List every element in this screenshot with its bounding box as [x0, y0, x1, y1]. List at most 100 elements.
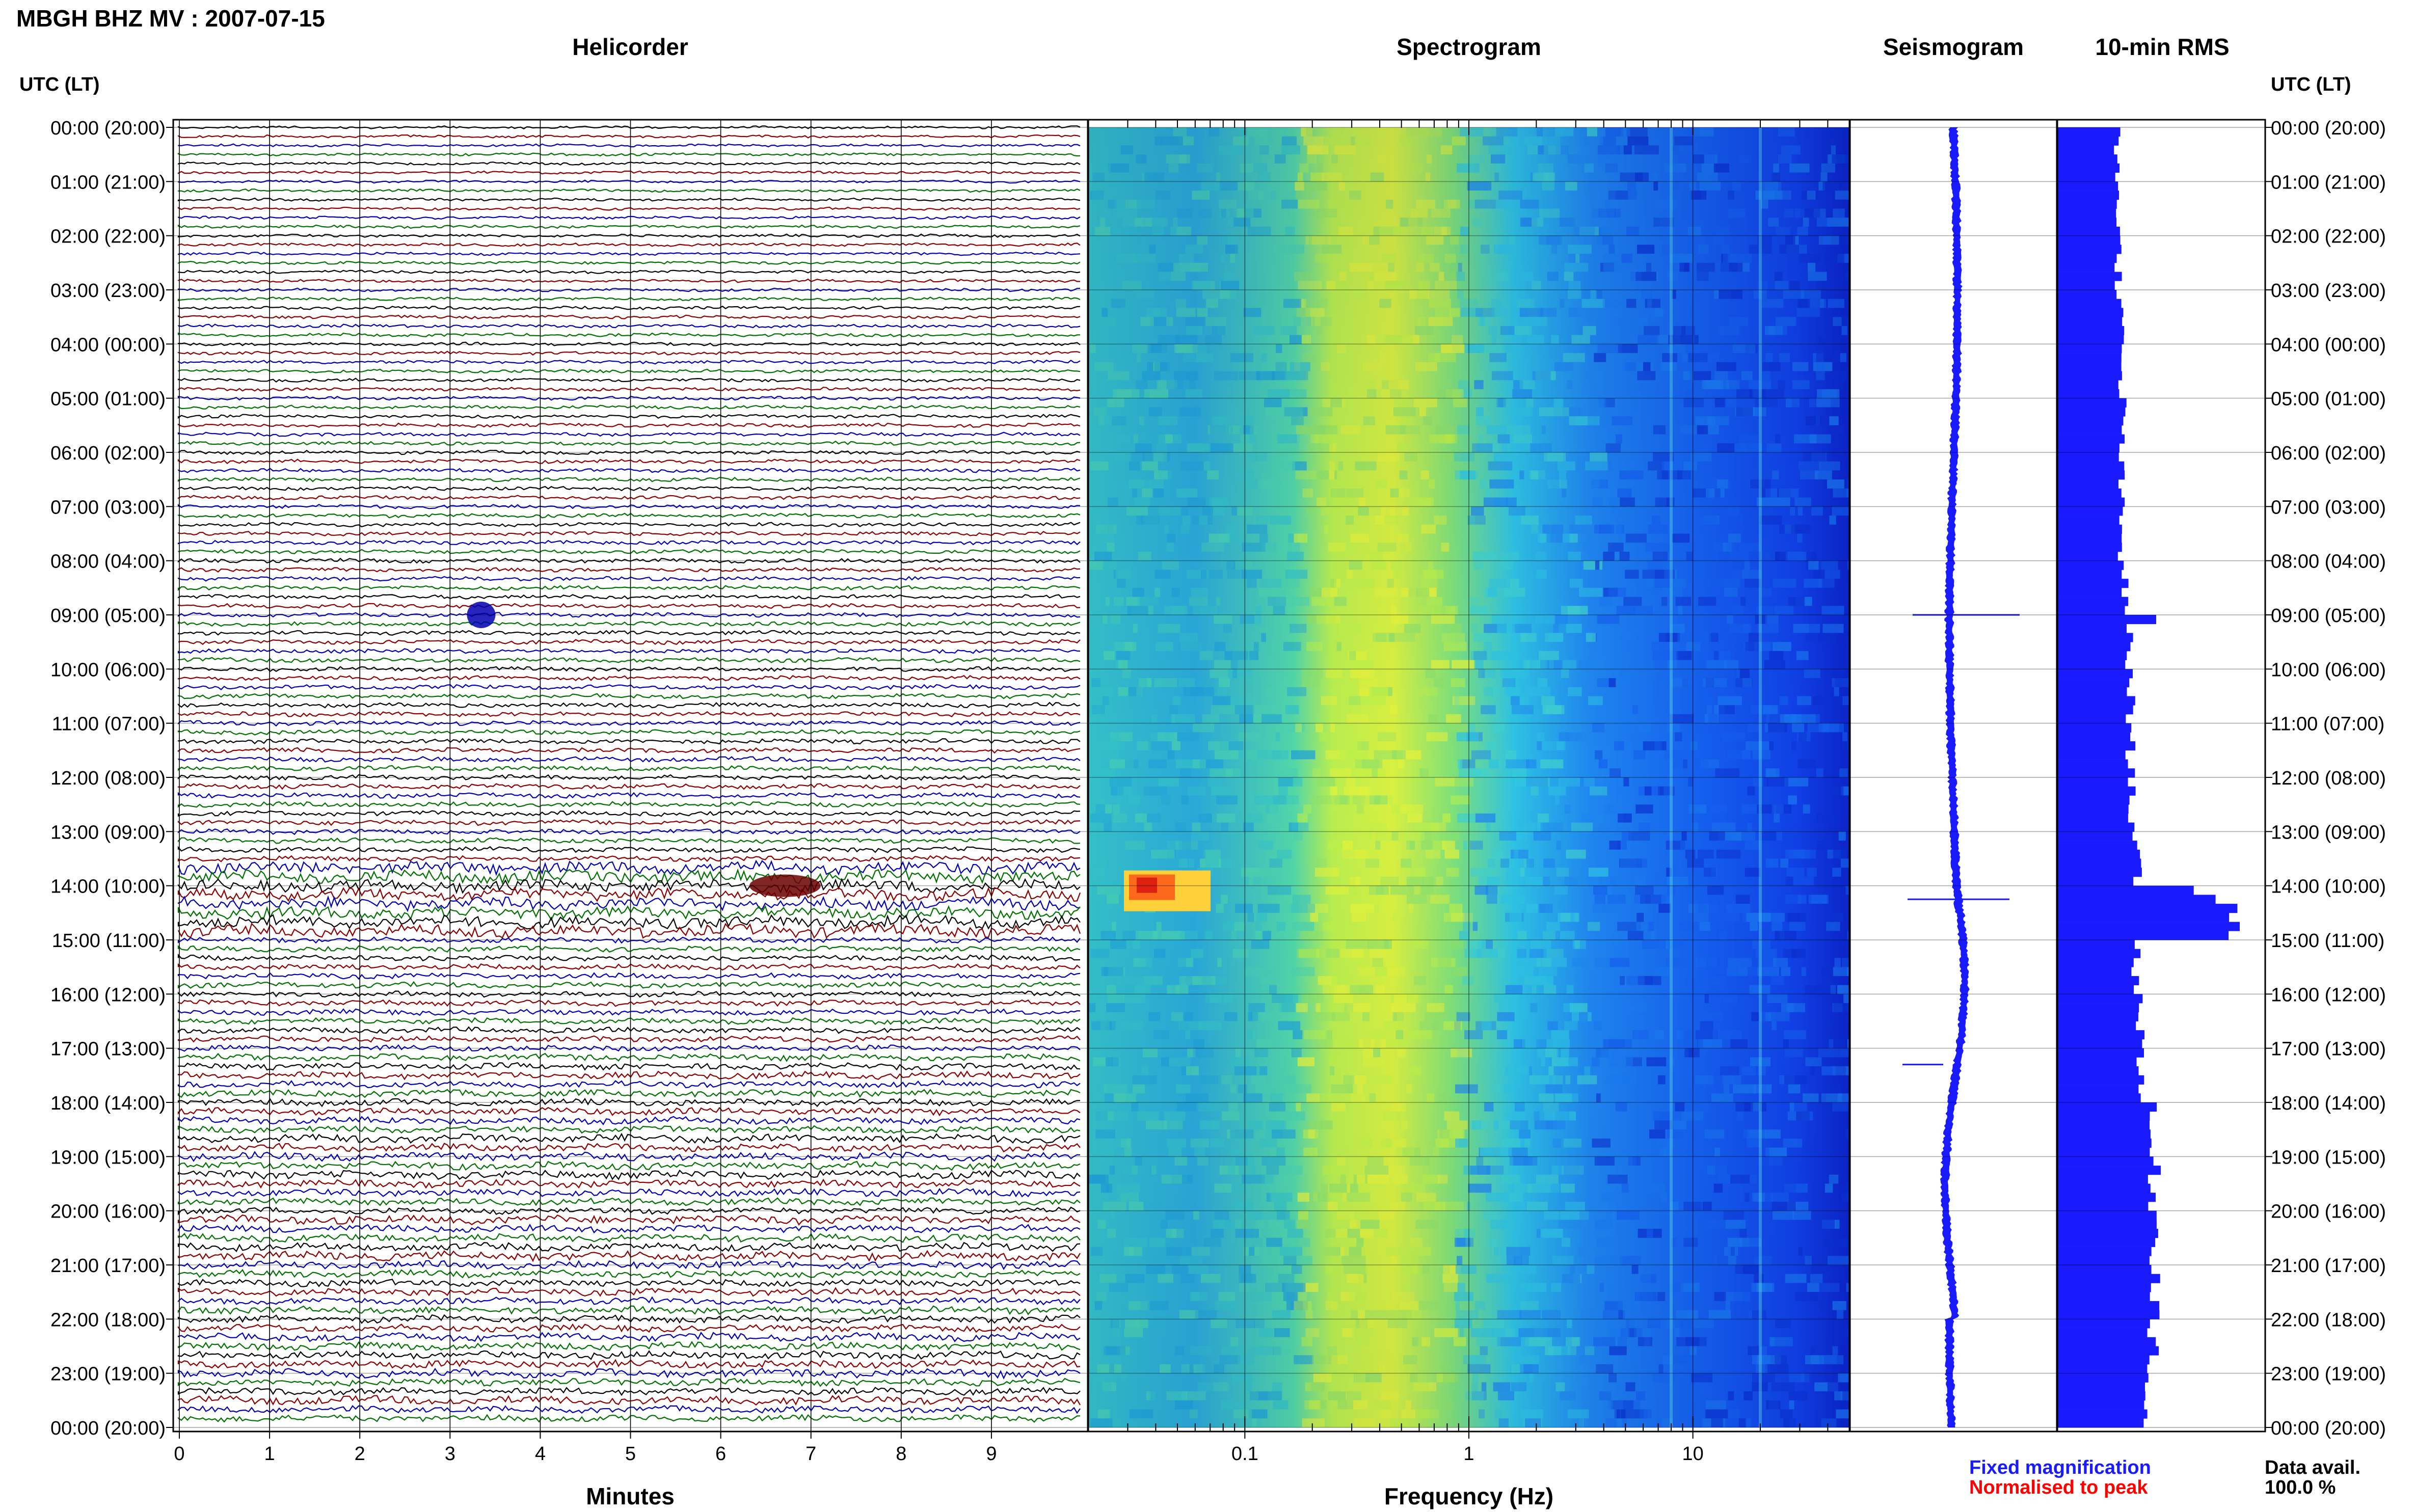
time-label-left: 20:00 (16:00)	[50, 1201, 166, 1223]
helicorder-trace	[177, 1143, 1081, 1153]
rms-bar	[2057, 723, 2132, 733]
helicorder-trace	[177, 1106, 1081, 1117]
helicorder-trace	[177, 620, 1081, 627]
rms-bar	[2057, 1174, 2148, 1184]
time-label-left: 12:00 (08:00)	[50, 768, 166, 789]
time-label-right: 11:00 (07:00)	[2271, 714, 2384, 735]
helicorder-trace	[177, 756, 1081, 763]
rms-bar	[2057, 551, 2118, 561]
minute-tick-label: 9	[986, 1443, 997, 1465]
rms-bar	[2057, 1229, 2158, 1238]
rms-bar	[2057, 163, 2120, 173]
utc-lt-right-label: UTC (LT)	[2271, 74, 2351, 95]
helicorder-trace	[177, 936, 1081, 944]
helicorder-trace	[177, 1206, 1081, 1216]
helicorder-trace	[177, 666, 1081, 672]
helicorder-trace	[177, 999, 1081, 1007]
rms-bar	[2057, 1201, 2149, 1211]
rms-bar	[2057, 1274, 2160, 1283]
rms-bar	[2057, 416, 2124, 426]
helicorder-trace	[177, 1132, 1081, 1144]
helicorder-trace	[177, 855, 1081, 862]
helicorder-trace	[177, 945, 1081, 953]
rms-bar	[2057, 1391, 2145, 1401]
helicorder-trace	[177, 801, 1081, 808]
rms-bar	[2057, 371, 2122, 381]
helicorder-trace	[177, 1151, 1081, 1162]
rms-bar	[2057, 235, 2121, 245]
seismogram-title: Seismogram	[1883, 34, 2024, 60]
rms-bar	[2057, 1237, 2156, 1247]
rms-bar	[2057, 678, 2130, 688]
helicorder-trace	[177, 215, 1081, 220]
rms-bar	[2057, 849, 2140, 859]
rms-bar	[2057, 191, 2119, 200]
helicorder-trace	[177, 269, 1081, 275]
spectrogram-texture-cell	[1848, 1229, 1849, 1238]
legend-normalised-to-peak: Normalised to peak	[1969, 1477, 2148, 1498]
time-label-right: 06:00 (02:00)	[2271, 443, 2386, 464]
helicorder-trace	[177, 711, 1081, 718]
time-label-left: 22:00 (18:00)	[50, 1309, 166, 1331]
helicorder-trace	[177, 1160, 1081, 1171]
frequency-tick-label: 0.1	[1231, 1443, 1258, 1465]
time-label-right: 15:00 (11:00)	[2271, 930, 2384, 952]
helicorder-trace	[177, 774, 1081, 781]
rms-bar	[2057, 326, 2125, 335]
helicorder-trace	[177, 422, 1081, 428]
time-label-right: 12:00 (08:00)	[2271, 768, 2386, 789]
helicorder-trace	[177, 314, 1081, 319]
helicorder-trace	[177, 485, 1081, 492]
rms-bar	[2057, 1156, 2154, 1166]
rms-bar	[2057, 543, 2122, 552]
helicorder-trace	[177, 972, 1081, 980]
helicorder-trace	[177, 341, 1081, 346]
minutes-axis-label: Minutes	[586, 1483, 675, 1509]
rms-bar	[2057, 958, 2134, 967]
helicorder-trace	[177, 765, 1081, 772]
utc-lt-left-label: UTC (LT)	[19, 74, 100, 95]
helicorder-trace	[177, 1405, 1081, 1414]
helicorder-trace	[177, 242, 1081, 247]
helicorder-trace	[177, 1414, 1081, 1423]
rms-bar	[2057, 669, 2133, 679]
rms-bar	[2057, 145, 2114, 155]
helicorder-trace	[177, 278, 1080, 283]
helicorder-trace	[177, 1279, 1081, 1287]
minute-tick-label: 1	[264, 1443, 275, 1465]
time-label-right: 08:00 (04:00)	[2271, 551, 2386, 573]
minute-tick-label: 0	[174, 1443, 184, 1465]
time-label-left: 05:00 (01:00)	[50, 389, 166, 410]
rms-bar	[2057, 1409, 2148, 1419]
helicorder-trace	[177, 305, 1081, 311]
helicorder-event-mark	[467, 602, 496, 628]
time-label-left: 10:00 (06:00)	[50, 659, 166, 681]
rms-bar	[2057, 1319, 2150, 1329]
rms-bar	[2057, 218, 2117, 227]
rms-bar	[2057, 1346, 2159, 1356]
helicorder-trace	[177, 161, 1081, 166]
helicorder-trace	[177, 188, 1081, 193]
rms-bar	[2057, 1355, 2150, 1365]
helicorder-trace	[177, 657, 1081, 663]
rms-bar	[2057, 1301, 2160, 1310]
rms-bar	[2057, 262, 2115, 272]
rms-bar	[2057, 976, 2139, 985]
time-label-left: 07:00 (03:00)	[50, 497, 166, 518]
data-avail-value: 100.0 %	[2265, 1477, 2336, 1498]
rms-bar	[2057, 1337, 2156, 1346]
rms-bar	[2057, 516, 2119, 525]
time-label-right: 07:00 (03:00)	[2271, 497, 2386, 518]
time-label-right: 13:00 (09:00)	[2271, 822, 2386, 843]
helicorder-trace	[177, 1323, 1081, 1333]
helicorder-trace	[177, 837, 1081, 844]
rms-bar	[2057, 127, 2121, 137]
rms-bar	[2057, 922, 2240, 931]
helicorder-trace	[177, 1187, 1081, 1198]
rms-bar	[2057, 398, 2127, 408]
rms-bar	[2057, 831, 2133, 841]
rms-bar	[2057, 524, 2122, 534]
rms-bar	[2057, 461, 2125, 471]
time-label-right: 01:00 (21:00)	[2271, 172, 2386, 193]
